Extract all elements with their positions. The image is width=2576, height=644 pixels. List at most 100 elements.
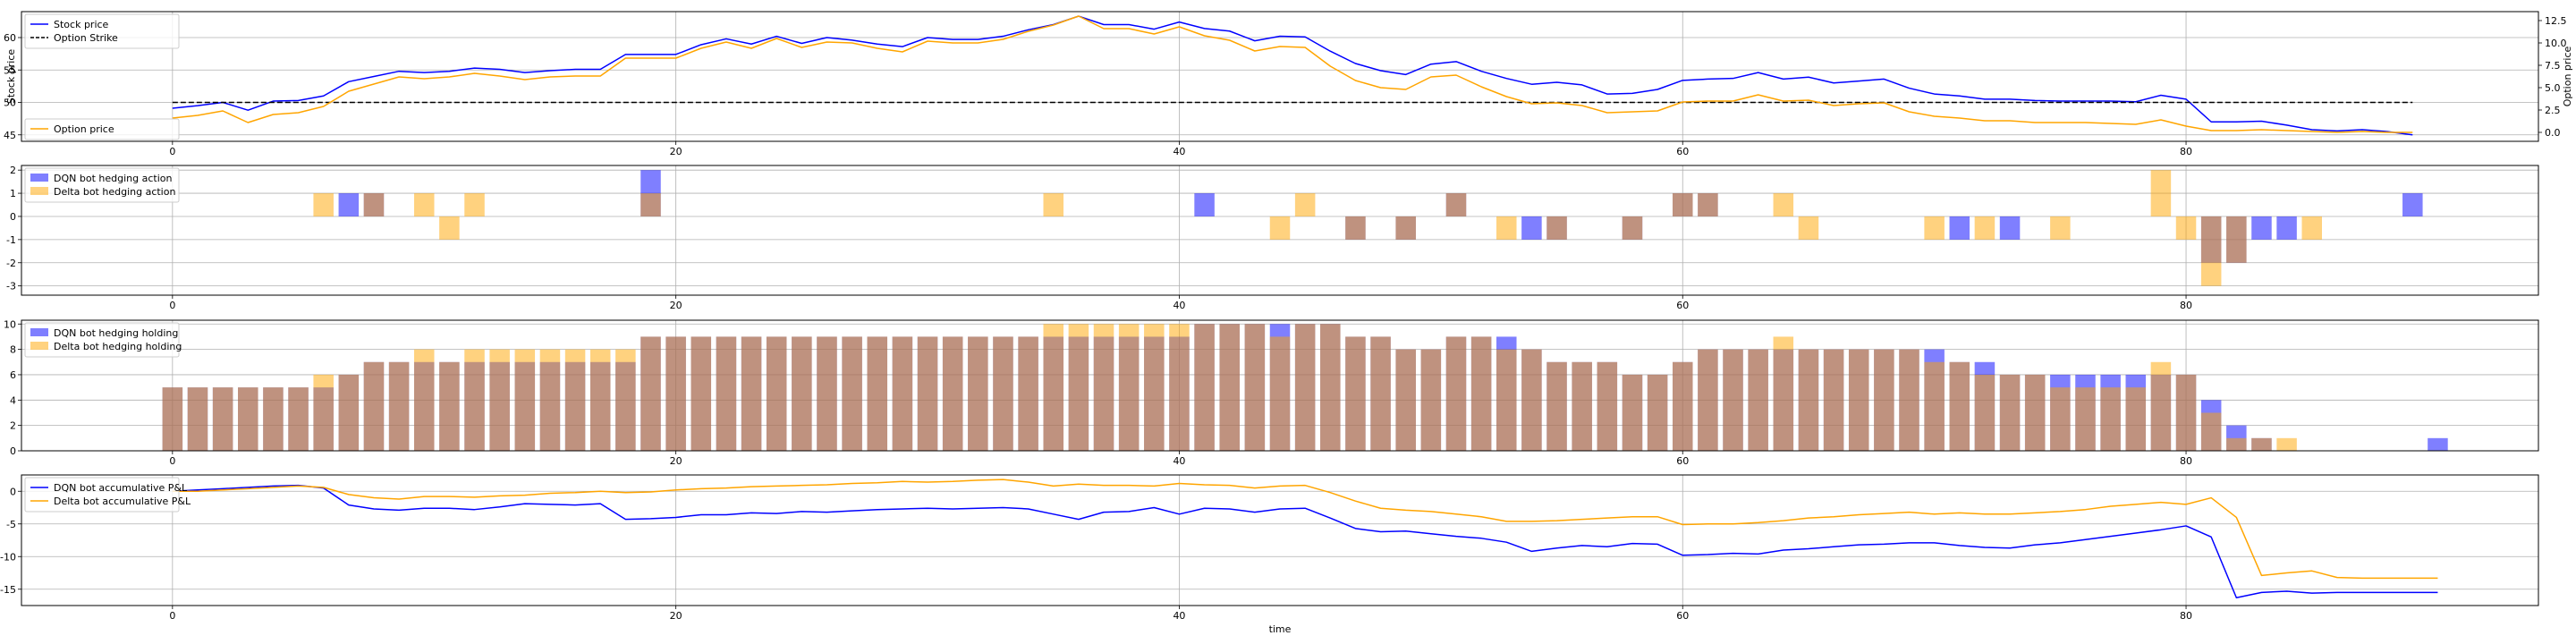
bar-2 <box>1823 349 1844 451</box>
y-tick-label: -10 <box>0 551 16 563</box>
bar-2 <box>439 216 460 240</box>
bar-2 <box>1395 216 1416 240</box>
y-tick-label: 2 <box>10 420 16 432</box>
y-tick-label: -5 <box>6 519 16 530</box>
bar-1 <box>2251 216 2272 240</box>
bar-2 <box>1345 336 1366 451</box>
bar-2 <box>1974 374 1996 451</box>
y-right-tick-label: 10.0 <box>2545 38 2567 49</box>
legend-label: Delta bot hedging action <box>54 186 175 198</box>
bar-2 <box>2301 216 2322 240</box>
bar-2 <box>1521 349 1542 451</box>
legend-label: Stock price <box>54 19 109 30</box>
bar-2 <box>413 193 435 216</box>
y-tick-label: 0 <box>10 486 16 497</box>
bar-2 <box>1798 216 1819 240</box>
legend-swatch <box>30 174 48 182</box>
bar-2 <box>993 336 1013 451</box>
bar-2 <box>1496 349 1517 451</box>
bar-2 <box>1395 349 1416 451</box>
bar-2 <box>1622 216 1643 240</box>
legend-label: Option Strike <box>54 32 118 44</box>
bar-2 <box>212 387 233 451</box>
bar-2 <box>2226 216 2247 263</box>
bar-2 <box>817 336 837 451</box>
bar-2 <box>2251 437 2272 451</box>
legend-box <box>24 118 180 140</box>
legend-swatch <box>30 328 48 336</box>
legend-label: Delta bot hedging holding <box>54 341 182 352</box>
bar-2 <box>2175 216 2197 240</box>
bar-2 <box>2075 387 2096 451</box>
bar-2 <box>564 349 586 451</box>
bar-1 <box>338 193 360 216</box>
bar-2 <box>263 387 284 451</box>
y-tick-label: 1 <box>10 188 16 199</box>
legend-label: Option price <box>54 123 114 135</box>
bar-2 <box>2100 387 2121 451</box>
bar-2 <box>917 336 938 451</box>
legend-box <box>24 13 180 49</box>
bar-2 <box>1924 216 1945 240</box>
bar-2 <box>363 193 385 216</box>
bar-1 <box>2428 437 2448 451</box>
bar-2 <box>238 387 258 451</box>
y-tick-label: 60 <box>4 32 16 44</box>
bar-2 <box>2050 387 2071 451</box>
bar-2 <box>1496 216 1517 240</box>
bar-2 <box>1723 349 1743 451</box>
y-tick-label: 8 <box>10 344 16 356</box>
panel-4: 0 20 40 60 80 0 -5 -10 -15 time DQN bot accumulati… <box>0 474 2539 635</box>
bar-2 <box>1420 349 1442 451</box>
bar-2 <box>1244 324 1266 451</box>
bar-2 <box>615 349 636 451</box>
legend-label: DQN bot hedging holding <box>54 327 178 339</box>
x-tick-label: 60 <box>1676 610 1689 622</box>
axes-frame <box>21 165 2539 296</box>
bar-2 <box>1445 193 1467 216</box>
x-tick-label: 40 <box>1173 300 1185 311</box>
y-right-axis-label: Option price <box>2562 46 2573 106</box>
legend-label: DQN bot hedging action <box>54 173 172 184</box>
bar-2 <box>2276 437 2297 451</box>
y-tick-label: -2 <box>6 258 16 269</box>
bar-2 <box>1445 336 1467 451</box>
bar-2 <box>1773 336 1794 451</box>
bar-2 <box>1043 193 1063 216</box>
y-tick-label: -15 <box>0 584 16 596</box>
bar-2 <box>1470 336 1492 451</box>
y-tick-label: -1 <box>6 234 16 246</box>
bar-2 <box>439 361 460 451</box>
bar-2 <box>2125 387 2147 451</box>
legend: DQN bot hedging holding Delta bot hedging… <box>24 322 182 358</box>
bar-2 <box>288 387 309 451</box>
bar-2 <box>2200 216 2222 286</box>
legend-swatch <box>30 342 48 350</box>
bar-2 <box>2150 170 2172 216</box>
legend: DQN bot accumulative P&L Delta bot accumu… <box>24 477 191 513</box>
y-tick-label: 55 <box>4 64 16 76</box>
x-tick-label: 80 <box>2180 146 2192 157</box>
bar-2 <box>489 349 510 451</box>
bar-2 <box>1043 324 1063 451</box>
bar-2 <box>766 336 787 451</box>
legend-box <box>24 322 180 358</box>
bar-2 <box>1672 361 1693 451</box>
x-tick-label: 20 <box>670 455 682 467</box>
legend: Stock price Option Strike <box>24 13 180 49</box>
panel-2: 0 20 40 60 80 -3 -2 -1 0 1 2 DQN bot hedging action… <box>6 165 2539 311</box>
bar-2 <box>1018 336 1038 451</box>
bar-2 <box>640 193 661 216</box>
x-tick-label: 80 <box>2180 610 2192 622</box>
bar-2 <box>464 349 485 451</box>
y-tick-label: 4 <box>10 394 16 406</box>
bar-2 <box>464 193 485 216</box>
bar-2 <box>691 336 712 451</box>
axes-frame <box>21 11 2539 142</box>
bar-2 <box>2050 216 2071 240</box>
bar-2 <box>187 387 208 451</box>
bar-2 <box>1219 324 1240 451</box>
bar-1 <box>1949 216 1970 240</box>
y-tick-label: 0 <box>10 445 16 457</box>
